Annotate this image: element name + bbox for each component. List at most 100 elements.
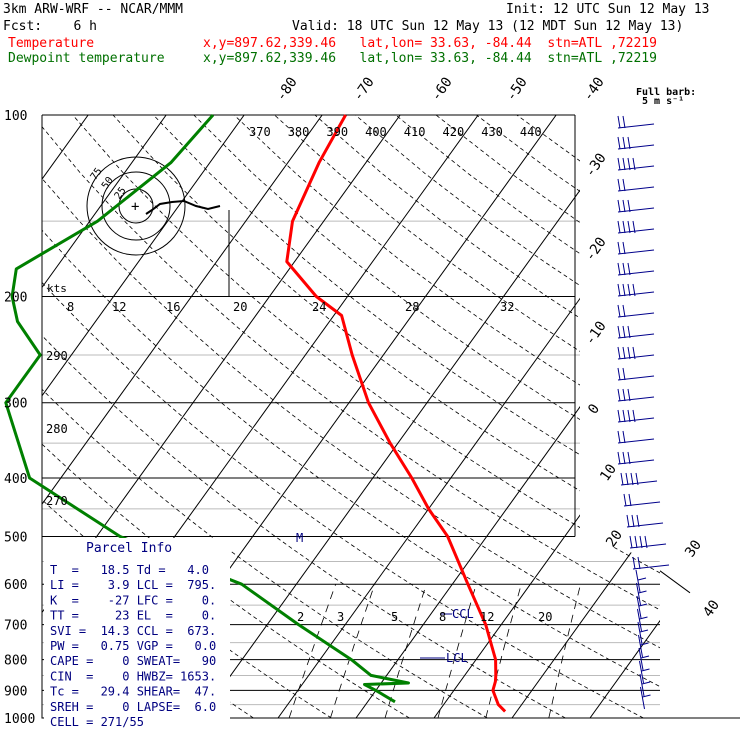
wind-barb [617, 325, 655, 339]
wind-barb-low [638, 647, 650, 671]
parcel-row: CAPE = 0 SWEAT= 90 [50, 654, 216, 668]
dry-adiabat [112, 115, 660, 718]
parcel-row: T = 18.5 Td = 4.0 [50, 563, 209, 577]
theta-label: 430 [481, 125, 503, 139]
wind-barb-low [637, 621, 649, 645]
wind-barb [632, 556, 670, 570]
valid-time: Valid: 18 UTC Sun 12 May 13 (12 MDT Sun … [292, 19, 684, 34]
wind-barb [623, 493, 661, 507]
temperature-location: x,y=897.62,339.46 lat,lon= 33.63, -84.44… [203, 36, 657, 51]
theta-label-left: 270 [46, 494, 68, 508]
frame [41, 115, 740, 719]
lcl-label: LCL [446, 651, 468, 665]
isotherm-label: 30 [682, 537, 705, 560]
dry-adiabat [233, 115, 660, 718]
isotherm-label: 20 [603, 527, 626, 550]
dry-adiabat [42, 115, 566, 718]
dry-adiabat [42, 115, 644, 718]
parcel-title: Parcel Info [86, 541, 172, 556]
hodograph-ring-label: 75 [89, 166, 105, 182]
temperature-trace [285, 114, 507, 713]
theta-label: 370 [249, 125, 271, 139]
parcel-row: Tc = 29.4 SHEAR= 47. [50, 685, 216, 699]
theta-label: 390 [326, 125, 348, 139]
sounding-traces: M CCL LCL [4, 114, 507, 713]
isotherm-label: -40 [580, 74, 608, 104]
dry-adiabat [193, 115, 660, 718]
isotherm-label: -60 [428, 74, 456, 104]
parcel-row: CELL = 271/55 [50, 715, 144, 729]
dry-adiabat [42, 115, 488, 718]
mixing-ratio-line [288, 584, 337, 718]
wind-barb [617, 388, 655, 402]
hodograph-ring [86, 156, 186, 256]
isotherm-line [511, 115, 660, 718]
hodograph-center: + [131, 199, 139, 215]
hodograph-ring [101, 171, 171, 241]
wind-barb [617, 199, 655, 213]
isotherm-line [355, 115, 660, 718]
ccl-label: CCL [452, 607, 474, 621]
dry-adiabat [42, 115, 660, 718]
isotherm-line [433, 115, 660, 718]
dry-adiabat [395, 115, 660, 718]
isotherm-line [199, 115, 635, 718]
wind-barb-low [636, 582, 647, 606]
hodo-unit: kts [47, 282, 67, 295]
wind-barb-low [635, 569, 647, 593]
parcel-row: LI = 3.9 LCL = 795. [50, 578, 216, 592]
dry-adiabat [42, 115, 660, 718]
mixing-ratio-label: 20 [538, 610, 552, 624]
isotherm-label: -30 [582, 150, 610, 180]
dry-adiabat [42, 115, 660, 718]
pressure-label: 400 [4, 472, 27, 487]
wind-barb [617, 157, 655, 171]
mixing-ratio-line [485, 584, 522, 718]
hodo-speed-tick: 28 [405, 300, 419, 314]
isotherm-label: -50 [503, 74, 531, 104]
pressure-label: 900 [4, 684, 27, 699]
isotherm-line [277, 115, 660, 718]
wind-barb [617, 409, 655, 423]
parcel-box [44, 538, 230, 720]
hodo-speed-tick: 32 [500, 300, 514, 314]
wind-barb [617, 262, 655, 276]
pressure-label: 800 [4, 654, 27, 669]
theta-label-left: 290 [46, 349, 68, 363]
wind-barb [617, 241, 655, 255]
isotherm-label: 40 [700, 597, 723, 620]
wind-barb-low [639, 673, 651, 697]
isotherm-label: -20 [582, 234, 610, 264]
wind-barb [626, 514, 664, 528]
frame-diag [659, 570, 691, 594]
hodo-speed-tick: 12 [112, 300, 126, 314]
init-time: Init: 12 UTC Sun 12 May 13 [506, 2, 710, 17]
mixing-ratio-line [548, 584, 581, 718]
isotherm-line [589, 115, 660, 718]
wind-barbs: Full barb:5 m s⁻¹ [617, 87, 696, 710]
pressure-label: 1000 [4, 712, 35, 727]
isotherm-label: 10 [597, 461, 620, 484]
isotherm-line [42, 115, 401, 718]
wind-barb-low [638, 634, 649, 658]
theta-label: 410 [404, 125, 426, 139]
pressure-label: 300 [4, 397, 27, 412]
parcel-row: SVI = 14.3 CCL = 673. [50, 624, 216, 638]
mixing-ratio-label: 12 [480, 610, 494, 624]
isotherm-label: -10 [582, 318, 610, 348]
barb-legend-line1: Full barb: [636, 87, 696, 98]
hodo-speed-tick: 24 [312, 300, 326, 314]
dewpoint-trace [4, 114, 410, 704]
theta-label-left: 280 [46, 422, 68, 436]
mixing-ratio-label: 2 [297, 610, 304, 624]
wind-barb [617, 220, 655, 234]
isotherm-label: -70 [350, 74, 378, 104]
theta-label: 400 [365, 125, 387, 139]
wind-barb [617, 346, 655, 360]
mixing-ratio-label: 5 [391, 610, 398, 624]
mixing-ratio-label: 3 [337, 610, 344, 624]
wind-barb [617, 451, 655, 465]
wind-barb [629, 535, 667, 549]
wind-barb-low [639, 660, 650, 684]
